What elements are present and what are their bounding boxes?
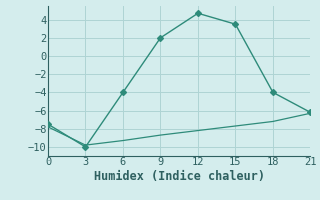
X-axis label: Humidex (Indice chaleur): Humidex (Indice chaleur): [94, 170, 265, 183]
